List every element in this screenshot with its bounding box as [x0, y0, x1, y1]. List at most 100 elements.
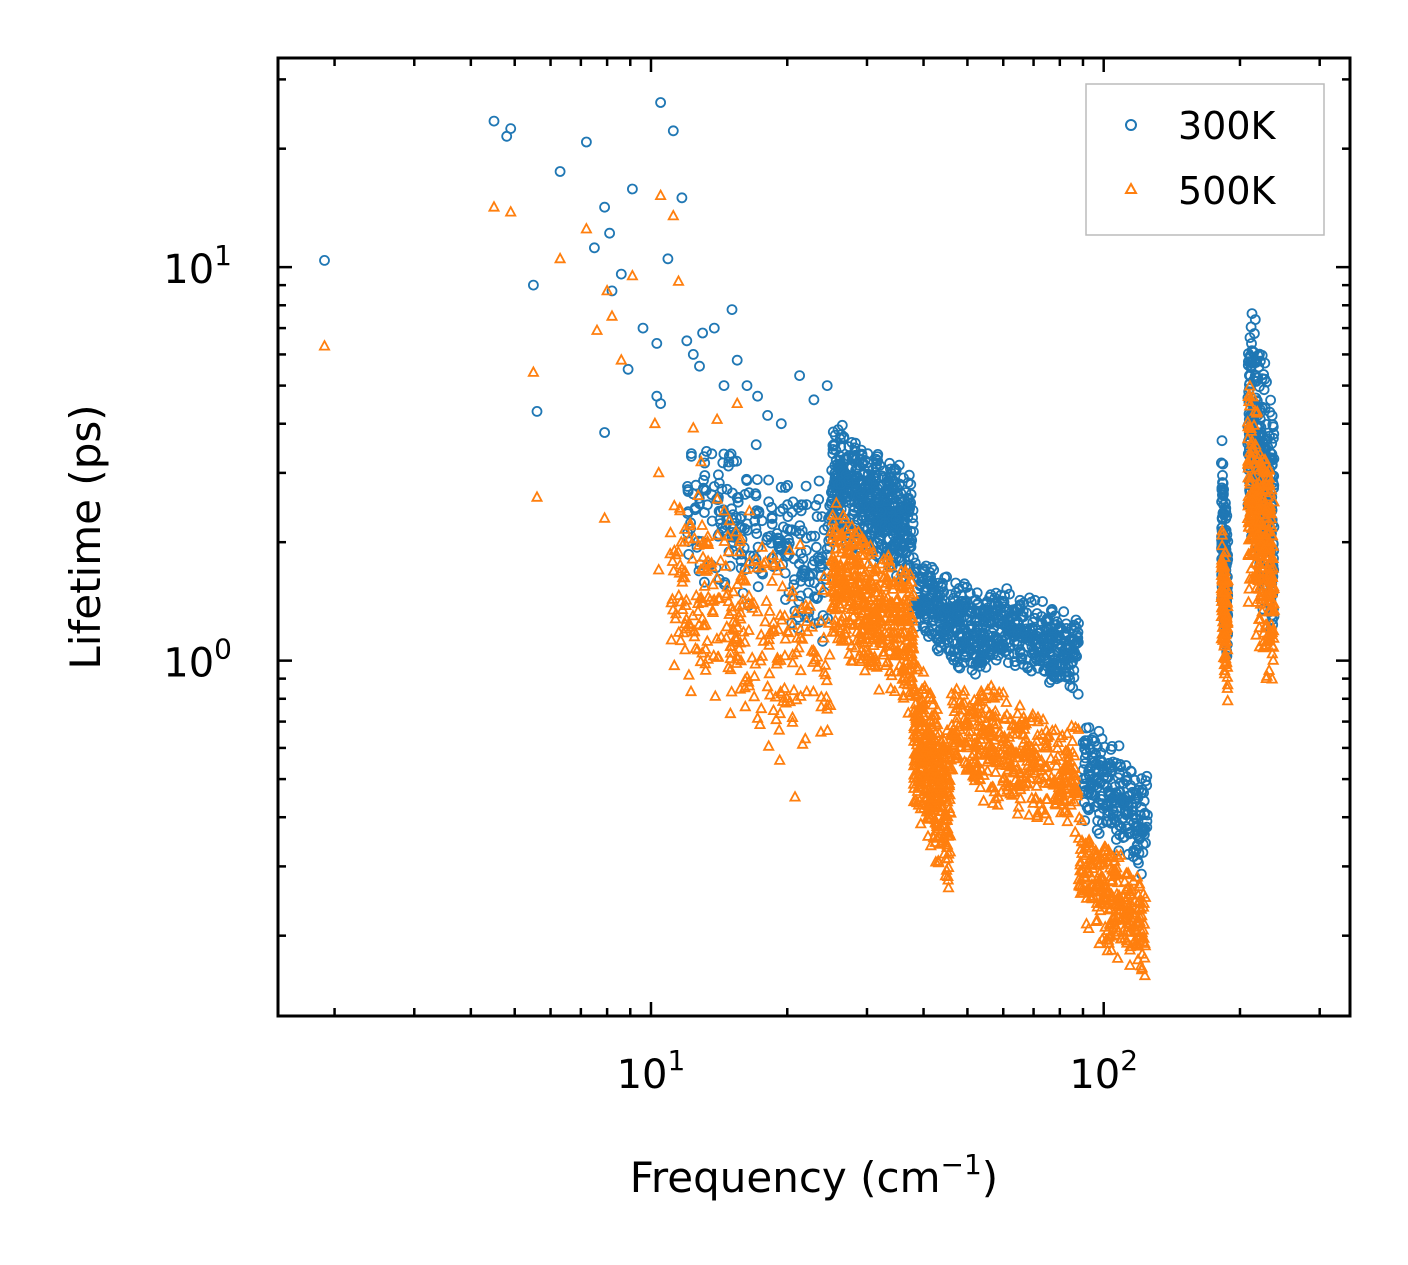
data-point-300k	[811, 511, 823, 522]
data-point-300k	[887, 521, 899, 532]
data-point-500k	[899, 563, 912, 575]
data-point-500k	[974, 780, 987, 792]
data-point-500k	[1084, 856, 1097, 869]
data-point-300k	[1026, 665, 1037, 677]
data-point-500k	[684, 516, 697, 529]
data-point-500k	[817, 631, 830, 643]
data-point-500k	[1051, 749, 1064, 761]
data-point-500k	[930, 759, 943, 772]
data-point-500k	[1044, 751, 1057, 763]
data-point-500k	[711, 528, 724, 540]
data-point-500k	[833, 624, 847, 636]
data-point-500k	[733, 534, 747, 547]
data-point-300k	[1216, 482, 1228, 494]
data-point-300k	[1017, 648, 1029, 660]
data-point-500k	[1262, 490, 1275, 502]
data-point-300k	[1073, 617, 1084, 629]
data-point-500k	[826, 528, 840, 541]
data-point-500k	[1061, 806, 1075, 818]
data-point-500k	[899, 605, 913, 617]
data-point-500k	[1040, 792, 1053, 804]
data-point-500k	[820, 673, 833, 686]
data-point-300k	[810, 500, 822, 511]
data-point-300k	[1090, 763, 1101, 775]
data-point-500k	[845, 548, 858, 561]
data-point-500k	[865, 574, 878, 587]
data-point-500k	[906, 633, 919, 645]
data-point-500k	[1218, 604, 1231, 616]
data-point-300k	[854, 454, 866, 466]
data-point-300k	[950, 624, 962, 636]
data-point-500k	[732, 600, 745, 612]
data-point-300k	[835, 478, 847, 490]
data-point-500k	[883, 601, 897, 613]
data-point-300k	[870, 469, 881, 481]
data-point-500k	[841, 526, 855, 539]
data-point-300k	[1254, 432, 1265, 443]
data-point-500k	[1256, 605, 1269, 617]
data-point-300k	[982, 629, 993, 641]
data-point-500k	[1219, 545, 1232, 557]
data-point-300k	[771, 528, 783, 539]
data-point-500k	[1066, 734, 1079, 746]
data-point-500k	[1016, 727, 1029, 739]
data-point-500k	[895, 619, 908, 631]
data-point-500k	[666, 554, 679, 566]
data-point-500k	[714, 554, 727, 566]
data-point-500k	[794, 537, 807, 550]
data-point-500k	[843, 537, 857, 550]
data-point-500k	[989, 704, 1002, 716]
data-point-300k	[933, 599, 944, 611]
data-point-300k	[976, 657, 988, 668]
data-point-500k	[857, 542, 871, 554]
data-point-300k	[655, 398, 666, 410]
data-point-500k	[710, 571, 724, 583]
data-point-500k	[869, 619, 883, 631]
data-point-500k	[753, 717, 767, 729]
data-point-500k	[1242, 489, 1255, 501]
data-point-500k	[678, 522, 691, 534]
data-point-500k	[760, 594, 773, 606]
data-point-500k	[786, 656, 799, 668]
data-point-500k	[679, 598, 693, 610]
data-point-500k	[1072, 872, 1085, 885]
data-point-500k	[942, 881, 955, 893]
data-point-500k	[829, 613, 842, 625]
data-point-500k	[767, 615, 780, 627]
data-point-500k	[668, 499, 681, 511]
data-point-300k	[940, 622, 952, 634]
data-point-500k	[770, 712, 783, 725]
data-point-500k	[1133, 879, 1146, 892]
data-point-300k	[974, 629, 986, 640]
data-point-300k	[904, 502, 915, 514]
data-point-500k	[968, 693, 981, 705]
data-point-500k	[1261, 465, 1274, 478]
data-point-300k	[1060, 666, 1072, 678]
data-point-300k	[1216, 435, 1228, 447]
data-point-500k	[705, 556, 718, 568]
data-point-300k	[1031, 608, 1043, 619]
data-point-300k	[731, 455, 742, 467]
data-point-500k	[875, 599, 888, 611]
data-point-500k	[1061, 814, 1074, 827]
data-point-500k	[862, 628, 875, 640]
data-point-500k	[930, 750, 943, 762]
data-point-500k	[1112, 893, 1125, 905]
data-point-500k	[866, 545, 880, 557]
data-point-300k	[731, 354, 743, 366]
data-point-300k	[835, 441, 847, 453]
data-point-500k	[807, 684, 820, 697]
data-point-500k	[695, 595, 709, 607]
data-point-500k	[796, 632, 809, 644]
data-point-500k	[912, 747, 925, 759]
data-point-500k	[868, 606, 881, 619]
data-point-500k	[859, 643, 872, 656]
data-point-500k	[870, 660, 883, 672]
data-point-300k	[999, 590, 1010, 602]
data-point-500k	[746, 651, 759, 663]
data-point-500k	[767, 703, 780, 715]
data-point-500k	[904, 670, 918, 682]
data-point-500k	[902, 650, 915, 662]
data-point-300k	[958, 657, 970, 668]
data-point-500k	[1098, 892, 1111, 904]
